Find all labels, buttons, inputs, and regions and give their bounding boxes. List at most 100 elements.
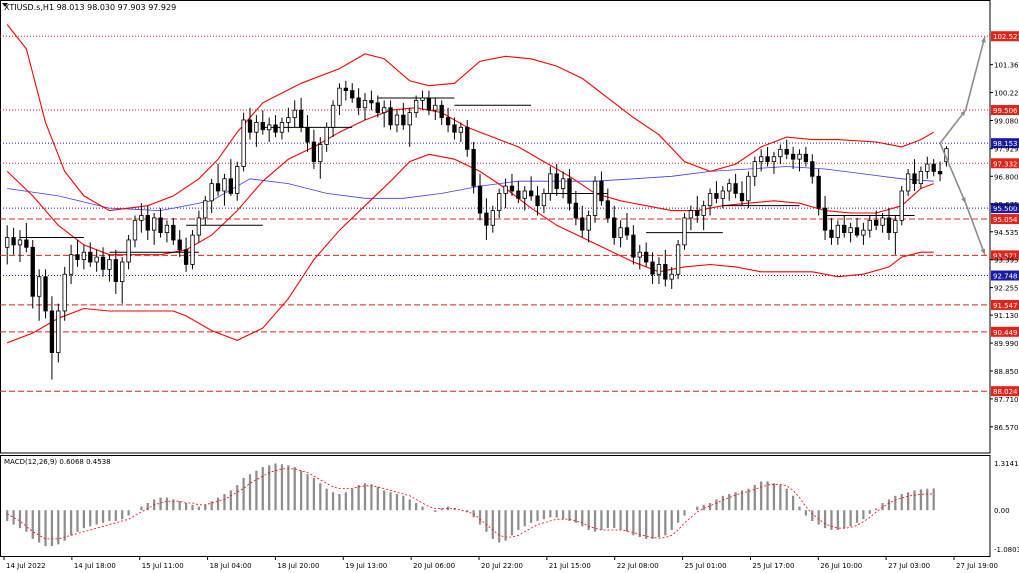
candle [822, 195, 828, 240]
candle-body-bullish [925, 163, 930, 172]
price-tick-label: 87.710 [994, 396, 1019, 404]
price-tick-label: 100.220 [994, 90, 1019, 98]
candle [24, 222, 29, 253]
candle [190, 230, 195, 270]
candle [752, 156, 757, 187]
candle [305, 115, 310, 152]
candle [68, 244, 74, 285]
candle-body-bearish [43, 276, 48, 312]
price-pane-frame [0, 0, 991, 454]
candle [292, 100, 297, 128]
candle-body-bearish [439, 104, 444, 118]
projection-arrowhead [980, 248, 986, 255]
candle-body-bullish [337, 87, 342, 106]
price-pane[interactable]: XTIUSD.s,H1 98.013 98.030 97.903 97.929 [0, 0, 991, 454]
candle-body-bearish [931, 163, 936, 172]
candle [541, 188, 547, 214]
candle [567, 168, 572, 211]
candle-body-bullish [541, 193, 547, 207]
macd-signal-line [7, 468, 934, 540]
candle [714, 181, 719, 204]
time-tick-label: 27 Jul 19:00 [956, 562, 998, 570]
candle [631, 225, 636, 265]
candle-body-bearish [605, 200, 610, 219]
candle [458, 122, 464, 143]
candle-body-bearish [739, 193, 745, 202]
level-tag [991, 203, 1019, 214]
candle-body-bearish [714, 193, 719, 199]
candle-body-bearish [183, 249, 189, 265]
projection-arrow [939, 109, 967, 144]
candle [324, 122, 329, 152]
candle-body-bullish [36, 276, 42, 297]
candle [656, 257, 662, 285]
candle-body-bullish [254, 122, 259, 133]
candle-body-bearish [663, 264, 668, 280]
candle-body-bullish [286, 117, 291, 123]
candle [241, 112, 246, 172]
candle [388, 100, 393, 130]
price-tick-label: 91.130 [994, 312, 1019, 320]
candle-body-bearish [937, 171, 943, 175]
candle-body-bearish [158, 217, 163, 234]
candle-body-bullish [209, 183, 214, 202]
candle-body-bullish [759, 156, 764, 163]
candle [669, 266, 674, 289]
candle [62, 266, 67, 321]
macd-pane-frame [0, 455, 991, 557]
candle [330, 100, 336, 138]
level-tag [991, 270, 1019, 281]
time-tick-label: 22 Jul 08:00 [617, 562, 659, 570]
candle-body-bearish [11, 237, 16, 246]
candle-body-bearish [528, 190, 534, 197]
candle [893, 215, 898, 255]
time-tick-label: 15 Jul 11:00 [142, 562, 184, 570]
price-tick-label: 96.800 [994, 173, 1019, 181]
candle-body-bearish [912, 173, 917, 185]
candle [439, 100, 444, 125]
candle [912, 159, 917, 191]
candle-body-bullish [413, 99, 419, 114]
candle-body-bearish [88, 251, 93, 263]
candle-body-bullish [797, 153, 802, 160]
candle [899, 186, 904, 226]
time-tick-label: 26 Jul 10:00 [820, 562, 862, 570]
candle [682, 213, 687, 250]
candle [874, 210, 879, 231]
candle-body-bullish [458, 126, 464, 133]
candle-body-bullish [586, 215, 591, 231]
candle-body-bullish [867, 219, 872, 231]
candle [132, 215, 138, 248]
candle [573, 190, 579, 226]
candle [145, 205, 150, 240]
price-tick-label: 88.850 [994, 368, 1019, 376]
candle-body-bearish [535, 195, 540, 207]
candle [816, 168, 821, 216]
macd-label: MACD(12,26,9) 0.6068 0.4538 [4, 458, 111, 466]
candle [362, 93, 368, 120]
candle-body-bullish [637, 251, 642, 258]
candle [452, 117, 457, 140]
candle [484, 198, 489, 240]
price-tick-label: 92.255 [994, 285, 1019, 293]
candle [30, 239, 35, 309]
candle [164, 220, 170, 243]
candle [247, 107, 253, 140]
candle [918, 166, 924, 189]
candle [286, 107, 291, 133]
candle-body-bearish [612, 217, 617, 238]
candle [88, 242, 93, 267]
collapse-triangle-icon [2, 3, 8, 7]
time-tick-label: 21 Jul 15:00 [549, 562, 591, 570]
candle [733, 173, 738, 199]
candle-body-bearish [810, 161, 815, 177]
candle-body-bullish [592, 180, 598, 216]
candle [931, 159, 936, 177]
price-tick-label: 97.929 [994, 146, 1019, 154]
bollinger-upper-line [6, 24, 934, 212]
candle-body-bearish [573, 202, 579, 219]
macd-pane[interactable]: MACD(12,26,9) 0.6068 0.4538 [0, 455, 991, 557]
candle-body-bullish [880, 217, 885, 226]
candle-body-bearish [509, 185, 515, 192]
candle-body-bearish [471, 148, 476, 187]
